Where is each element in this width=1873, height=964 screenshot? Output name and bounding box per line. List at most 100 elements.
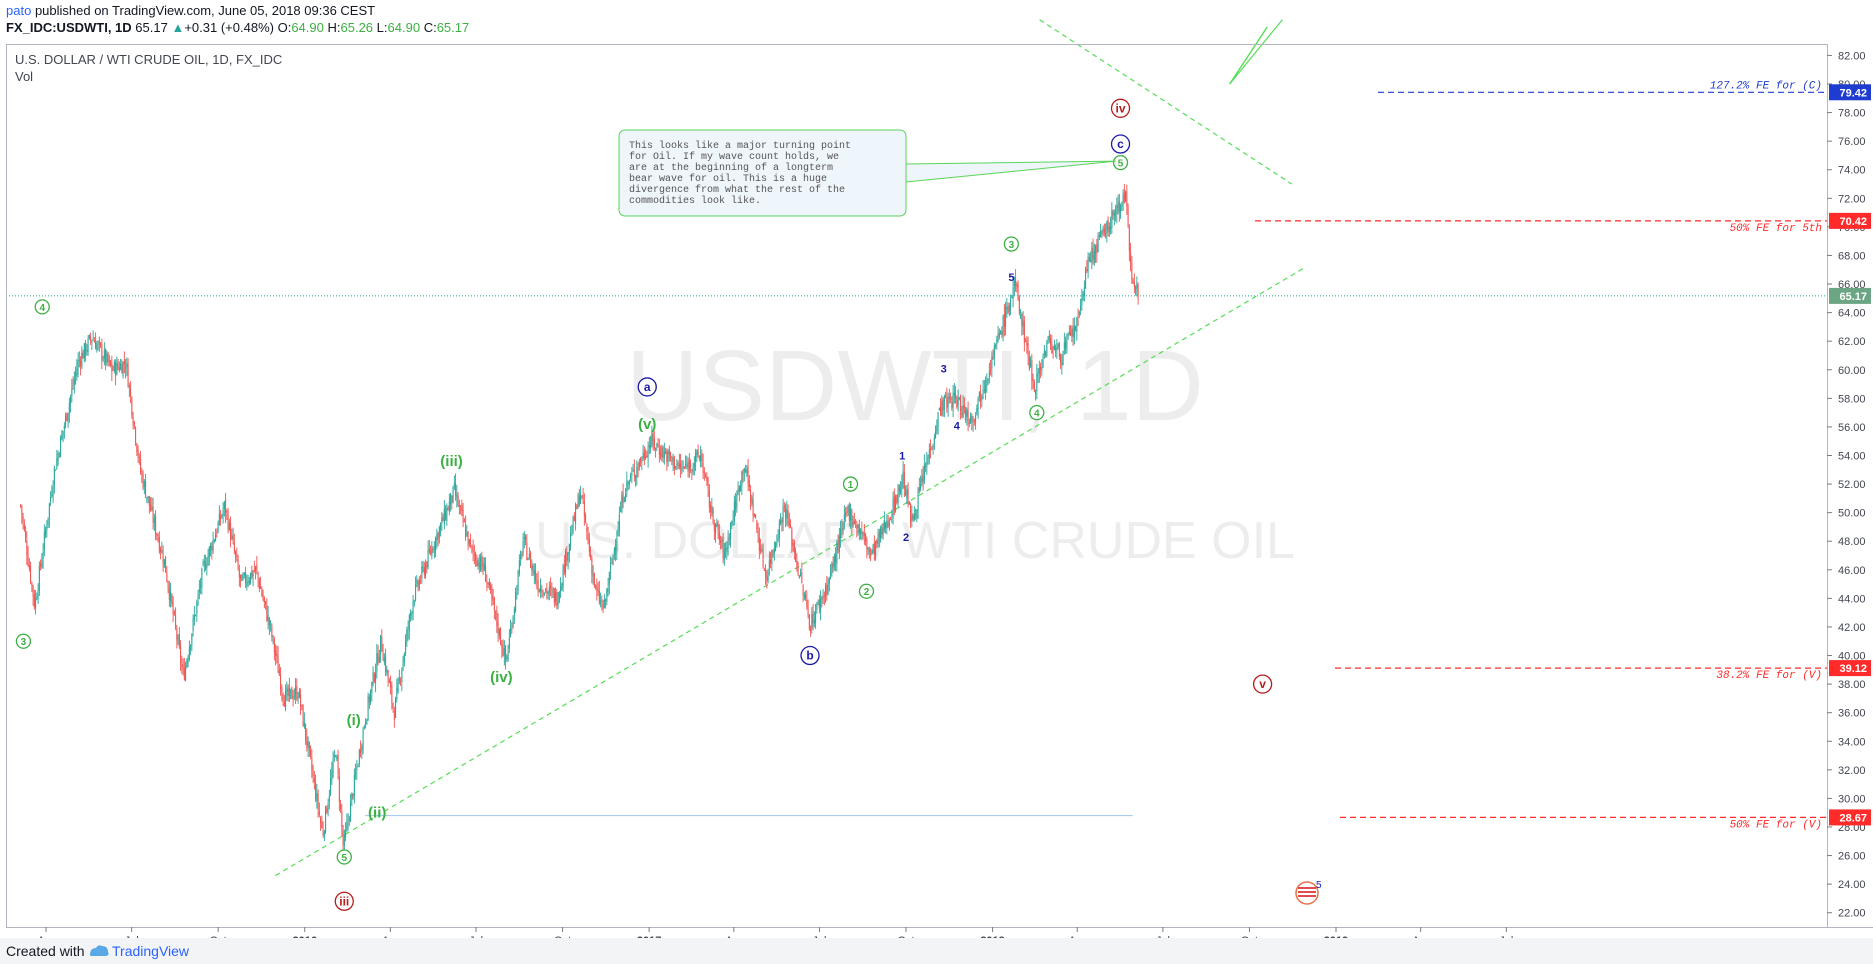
candle-body	[702, 462, 704, 474]
candle-body	[1117, 203, 1119, 209]
wave-label: 2	[903, 532, 909, 544]
candle-body	[1087, 256, 1089, 271]
tradingview-logo-icon[interactable]	[88, 943, 110, 959]
candle-body	[918, 487, 920, 491]
candle-body	[45, 529, 47, 535]
candle-body	[378, 656, 380, 662]
candle-body	[968, 422, 970, 424]
candle-body	[723, 548, 725, 560]
candle-body	[27, 555, 29, 566]
candle-body	[1082, 293, 1084, 300]
candle-body	[571, 534, 573, 536]
candle-body	[541, 589, 543, 593]
candle-body	[678, 463, 680, 468]
candle-body	[1015, 277, 1017, 287]
candle-body	[856, 525, 858, 530]
candle-body	[705, 475, 707, 477]
candle-body	[85, 342, 87, 355]
candle-body	[816, 603, 818, 610]
candle-body	[781, 519, 783, 525]
candle-body	[495, 611, 497, 613]
candle-body	[901, 482, 903, 490]
candle-body	[496, 610, 498, 626]
candle-body	[113, 361, 115, 371]
candle-body	[518, 560, 520, 574]
candle-body	[952, 393, 954, 408]
candle-body	[435, 537, 437, 552]
candle-body	[596, 586, 598, 591]
flag-badge[interactable]: 5	[1295, 880, 1322, 905]
candle-body	[108, 359, 110, 362]
candle-body	[1006, 307, 1008, 310]
candle-body	[843, 513, 845, 520]
candle-body	[100, 342, 102, 346]
annotation-text-line: commodities look like.	[629, 195, 761, 207]
candle-body	[125, 367, 127, 369]
candle-body	[786, 509, 788, 519]
candle-body	[430, 551, 432, 554]
candle-body	[1056, 347, 1058, 350]
candle-body	[332, 758, 334, 773]
candle-body	[385, 655, 387, 672]
candle-body	[275, 650, 277, 656]
candle-body	[727, 535, 729, 550]
candle-body	[47, 517, 49, 525]
annotation-callout[interactable]: This looks like a major turning pointfor…	[618, 129, 1116, 217]
candle-body	[411, 612, 413, 614]
candle-body	[252, 572, 254, 577]
candle-body	[160, 548, 162, 553]
candle-body	[1106, 222, 1108, 233]
candle-body	[1055, 347, 1057, 352]
candle-body	[273, 639, 275, 652]
candle-body	[731, 520, 733, 525]
candle-body	[728, 538, 730, 540]
candle-body	[601, 601, 603, 603]
candle-body	[713, 523, 715, 532]
candle-body	[963, 405, 965, 409]
candle-body	[578, 494, 580, 505]
candle-body	[851, 509, 853, 526]
fib-level-label: 50% FE for (V)	[1730, 819, 1822, 831]
candle-body	[362, 729, 364, 749]
candle-body	[343, 834, 345, 845]
wave-label: 3	[941, 363, 947, 375]
candle-body	[895, 497, 897, 512]
candle-body	[582, 494, 584, 501]
tradingview-brand-link[interactable]: TradingView	[112, 943, 190, 959]
author-link[interactable]: pato	[6, 3, 32, 18]
candle-body	[153, 517, 155, 524]
candle-body	[1080, 306, 1082, 310]
candle-body	[72, 385, 74, 386]
candle-body	[747, 467, 749, 484]
candle-body	[161, 550, 163, 553]
candle-body	[522, 541, 524, 554]
candle-body	[878, 531, 880, 538]
candle-body	[1010, 299, 1012, 308]
candle-body	[202, 561, 204, 566]
candle-body	[135, 427, 137, 443]
candle-body	[635, 474, 637, 480]
candle-body	[877, 533, 879, 545]
candle-body	[321, 821, 323, 828]
wave-label: iii	[339, 894, 349, 908]
candle-body	[971, 415, 973, 422]
candle-body	[720, 540, 722, 543]
wave-marker-circle	[800, 645, 820, 666]
candle-body	[867, 547, 869, 550]
candle-body	[592, 574, 594, 577]
candle-body	[183, 667, 185, 680]
candle-body	[1107, 219, 1109, 231]
candle-body	[1120, 205, 1122, 213]
price-axis[interactable]: 82.0080.0078.0076.0074.0072.0070.0068.00…	[1827, 50, 1866, 920]
candle-body	[630, 476, 632, 479]
candle-body	[516, 592, 518, 594]
candle-body	[253, 570, 255, 572]
candle-body	[761, 548, 763, 550]
candle-body	[215, 534, 217, 542]
candle-body	[400, 680, 402, 682]
candle-body	[225, 499, 227, 514]
candle-body	[336, 755, 338, 760]
candle-body	[490, 584, 492, 590]
candle-body	[521, 553, 523, 556]
